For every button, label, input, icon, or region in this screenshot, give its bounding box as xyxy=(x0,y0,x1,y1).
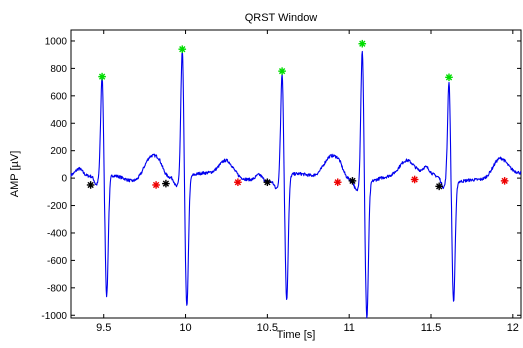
r-peak-marker-stroke xyxy=(445,74,453,81)
red-marker xyxy=(500,177,509,185)
r-peak-marker-stroke xyxy=(278,67,286,75)
r-peak-marker xyxy=(278,67,286,75)
r-peak-marker-stroke xyxy=(179,46,186,53)
y-tick-label: -800 xyxy=(47,283,67,294)
x-tick-label: 10.5 xyxy=(257,322,278,334)
x-tick-label: 12 xyxy=(507,322,519,334)
black-marker xyxy=(263,178,272,187)
black-marker-stroke xyxy=(162,180,170,187)
y-tick-label: -1000 xyxy=(41,311,67,322)
ecg-signal-line xyxy=(70,49,522,319)
black-marker xyxy=(86,181,95,189)
black-marker xyxy=(435,182,443,191)
r-peak-marker xyxy=(358,39,367,48)
r-peak-marker xyxy=(178,45,187,53)
black-marker-stroke xyxy=(87,181,94,189)
r-peak-marker-stroke xyxy=(359,40,366,47)
black-marker-stroke xyxy=(349,177,356,185)
x-tick-label: 9.5 xyxy=(96,322,111,334)
red-marker-stroke xyxy=(501,177,508,185)
r-peak-marker-stroke xyxy=(98,73,106,80)
black-marker-stroke xyxy=(436,183,443,190)
black-marker-stroke xyxy=(264,179,271,186)
axis-layer: 9.5 10 10.5 11 11.5 12 1000 800 600 400 200 0 -200 -4… xyxy=(41,30,521,334)
x-tick-label: 11.5 xyxy=(421,322,442,334)
y-tick-label: 800 xyxy=(50,64,67,75)
x-tick-label: 10 xyxy=(179,322,191,334)
red-marker-stroke xyxy=(234,179,242,186)
red-marker xyxy=(152,181,160,189)
red-marker xyxy=(410,175,419,184)
y-tick-label: -400 xyxy=(47,228,67,239)
red-marker-stroke xyxy=(411,176,418,183)
red-marker xyxy=(333,178,342,187)
y-tick-label: -200 xyxy=(47,201,67,212)
x-axis-label: Time [s] xyxy=(277,329,316,341)
y-tick-label: 1000 xyxy=(45,36,68,47)
y-tick-label: -600 xyxy=(47,256,67,267)
black-marker xyxy=(348,177,357,185)
y-tick-label: 400 xyxy=(50,119,67,130)
x-tick-label: 11 xyxy=(343,322,354,334)
chart-title: QRST Window xyxy=(245,12,318,24)
y-tick-label: 600 xyxy=(50,91,67,102)
marker-layer xyxy=(86,39,509,191)
red-marker xyxy=(234,178,242,187)
black-marker xyxy=(162,179,170,188)
y-tick-label: 0 xyxy=(61,174,67,185)
red-marker-stroke xyxy=(334,179,341,186)
y-tick-label: 200 xyxy=(50,146,67,157)
r-peak-marker xyxy=(98,72,106,81)
red-marker-stroke xyxy=(152,181,160,189)
y-axis-label: AMP [µV] xyxy=(9,151,21,197)
r-peak-marker xyxy=(445,73,453,82)
signal-layer xyxy=(70,49,522,319)
